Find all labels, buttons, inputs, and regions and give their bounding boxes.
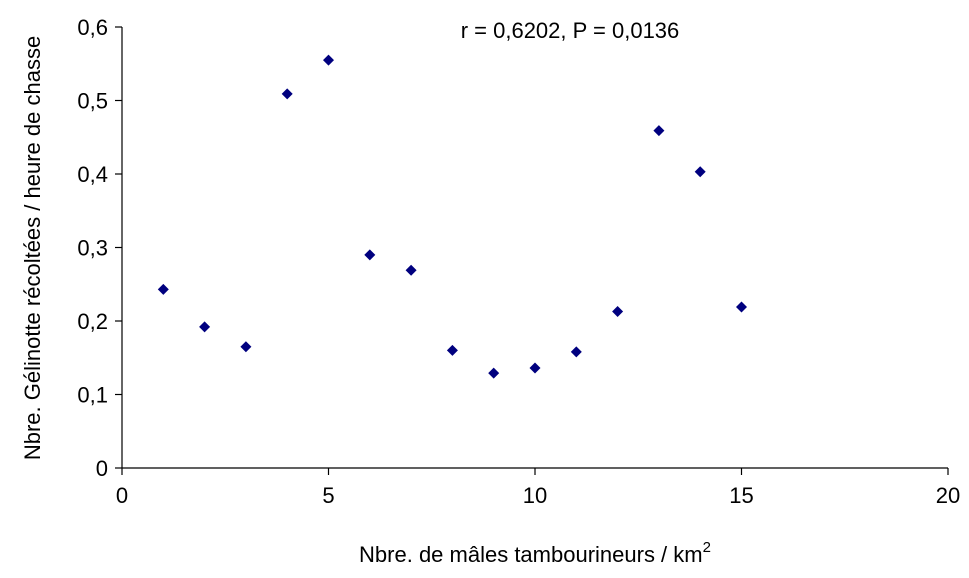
data-point (405, 264, 417, 276)
x-tick-label: 10 (523, 483, 547, 508)
y-tick-label: 0,1 (77, 383, 108, 408)
y-ticks: 0 0,1 0,2 0,3 0,4 0,5 0,6 (77, 15, 122, 481)
data-point (736, 301, 747, 313)
data-point (364, 249, 376, 261)
data-point (529, 362, 541, 374)
y-tick-label: 0,5 (77, 89, 108, 114)
x-tick-label: 5 (322, 483, 334, 508)
data-point (653, 125, 665, 137)
x-tick-label: 15 (729, 483, 753, 508)
y-axis-label: Nbre. Gélinotte récoltées / heure de cha… (20, 36, 45, 460)
x-axis-label-text: Nbre. de mâles tambourineurs / km (359, 542, 703, 567)
y-tick-label: 0,4 (77, 162, 108, 187)
data-point (488, 367, 500, 379)
x-ticks: 0 5 10 15 20 (116, 468, 960, 508)
y-tick-label: 0 (96, 456, 108, 481)
x-tick-label: 0 (116, 483, 128, 508)
data-point (570, 346, 582, 358)
x-axis-label-superscript: 2 (703, 539, 711, 556)
x-axis-label: Nbre. de mâles tambourineurs / km2 (359, 539, 711, 567)
correlation-annotation: r = 0,6202, P = 0,0136 (461, 18, 680, 43)
data-point (240, 341, 252, 353)
data-point (157, 283, 169, 295)
y-tick-label: 0,3 (77, 236, 108, 261)
y-tick-label: 0,2 (77, 309, 108, 334)
x-tick-label: 20 (936, 483, 960, 508)
data-point (446, 344, 458, 356)
data-point (199, 321, 211, 333)
data-point (612, 305, 624, 317)
y-tick-label: 0,6 (77, 15, 108, 40)
data-point (281, 88, 293, 100)
data-point (323, 54, 334, 66)
data-points (157, 54, 747, 379)
data-point (694, 166, 706, 178)
